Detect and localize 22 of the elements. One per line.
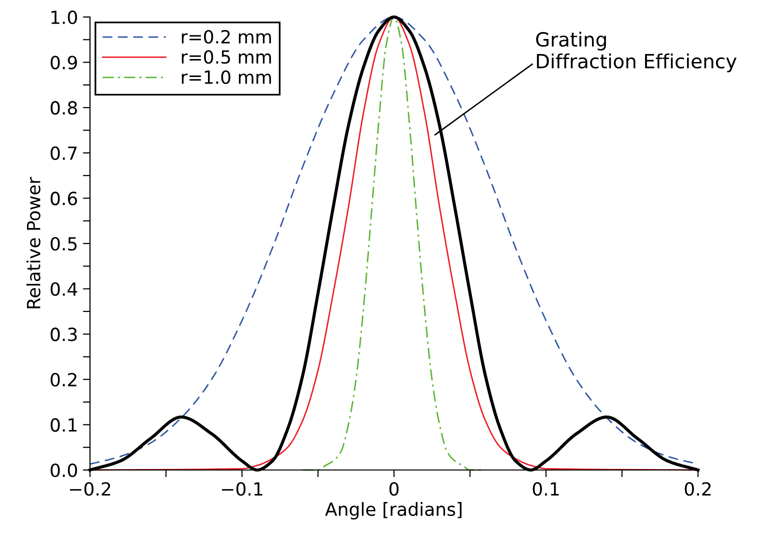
x-tick-label: 0.1 (532, 482, 559, 496)
x-tick-label: 0 (389, 482, 399, 496)
x-axis-title: Angle [radians] (325, 502, 462, 520)
y-tick-label: 0.2 (50, 372, 76, 387)
y-tick-label: 0.8 (50, 101, 77, 115)
y-tick-label: 0.5 (50, 236, 77, 251)
y-tick-label: 0.4 (50, 282, 78, 296)
y-axis-title: Relative Power (26, 176, 40, 308)
legend-label: r=0.5 mm (182, 50, 271, 64)
x-tick-label: −0.1 (222, 482, 262, 496)
x-tick-label: 0.2 (684, 482, 711, 496)
legend-label: r=1.0 mm (182, 70, 271, 84)
y-tick-label: 0.9 (50, 56, 77, 70)
x-tick-label: −0.2 (70, 482, 110, 496)
y-tick-label: 0.1 (50, 418, 77, 432)
annotation: Grating Diffraction Efficiency (536, 32, 737, 72)
y-tick-label: 0.6 (50, 192, 78, 206)
y-tick-label: 0.0 (50, 463, 77, 478)
legend-label: r=0.2 mm (182, 30, 271, 44)
y-tick-label: 1.0 (51, 10, 77, 24)
y-tick-label: 0.7 (50, 146, 77, 160)
y-tick-label: 0.3 (50, 328, 77, 342)
